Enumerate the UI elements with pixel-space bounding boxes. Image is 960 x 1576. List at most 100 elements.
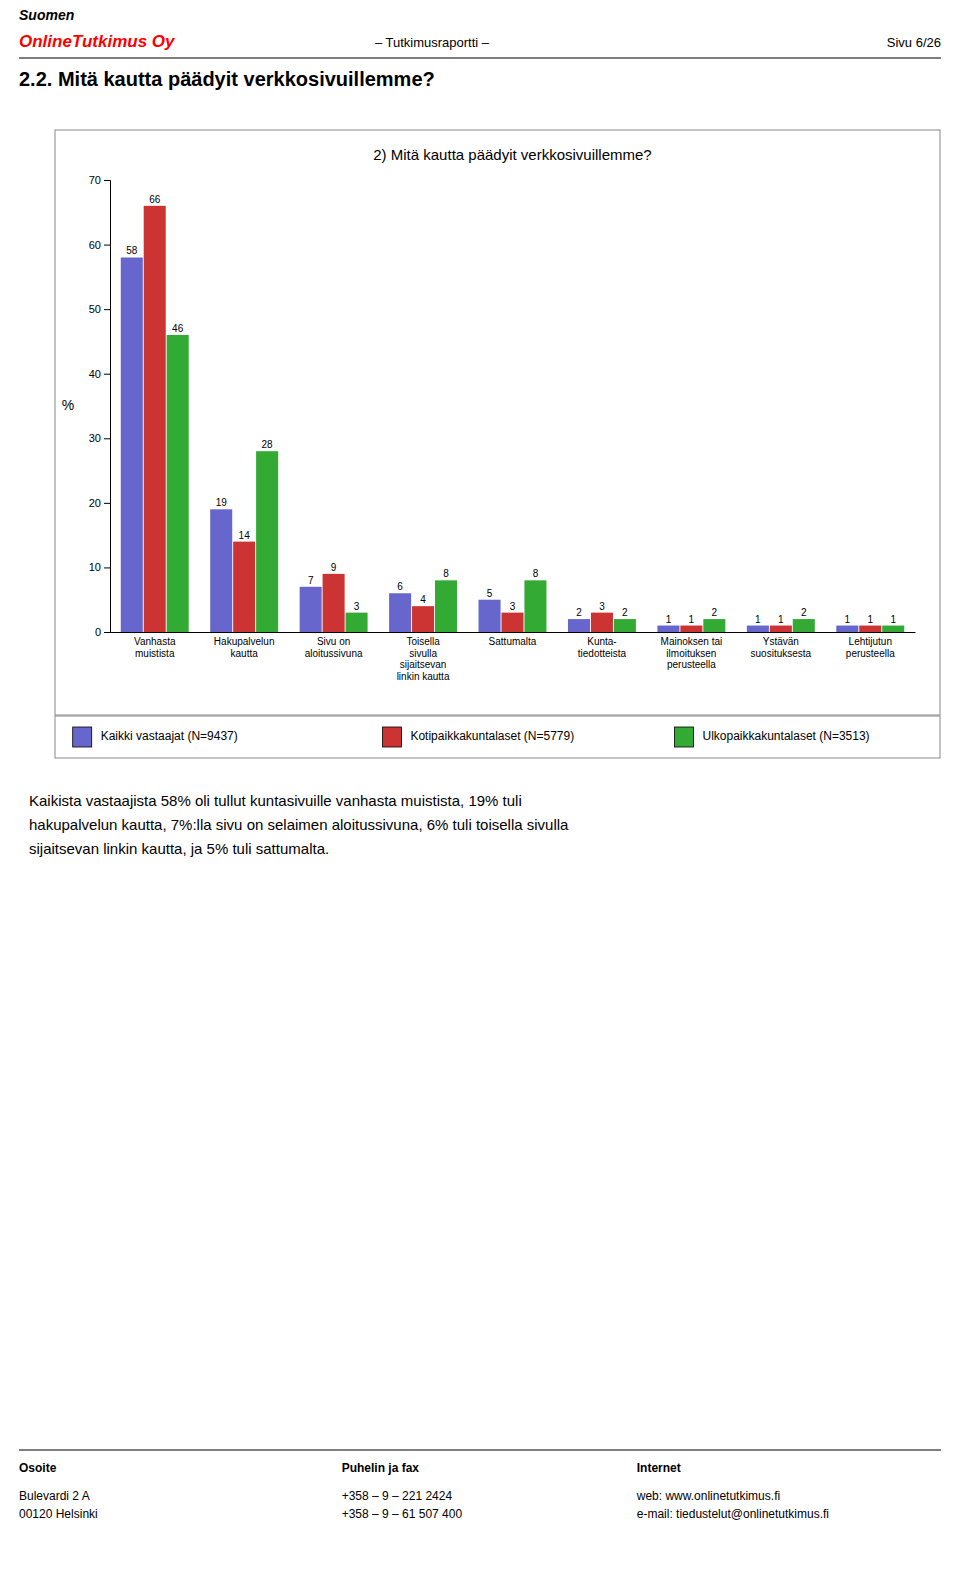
x-tick-label-line: Lehtijutun xyxy=(849,636,892,647)
x-tick: Mainoksen taiilmoituksenperusteella xyxy=(661,632,723,670)
x-tick-label-line: kautta xyxy=(231,648,259,659)
bar xyxy=(323,574,345,632)
footer-text-line: e-mail: tiedustelut@onlinetutkimus.fi xyxy=(637,1507,829,1521)
y-tick-mark xyxy=(104,180,110,181)
body-text-line: sijaitsevan linkin kautta, ja 5% tuli sa… xyxy=(29,840,329,857)
legend-item: Kaikki vastaajat (N=9437) xyxy=(73,727,238,747)
footer-text: Bulevardi 2 A00120 Helsinki xyxy=(19,1489,98,1521)
x-tick-label-line: aloitussivuna xyxy=(305,648,363,659)
bar xyxy=(680,626,702,632)
legend-swatch xyxy=(382,727,401,747)
x-tick-label-line: Sivu on xyxy=(317,636,350,647)
bar xyxy=(614,619,636,632)
body-text: Kaikista vastaajista 58% oli tullut kunt… xyxy=(29,792,569,857)
data-label: 1 xyxy=(867,614,873,625)
x-axis: VanhastamuististaHakupalvelunkauttaSivu … xyxy=(111,632,916,682)
x-tick-label-line: sivulla xyxy=(409,648,437,659)
x-tick-label-line: tiedotteista xyxy=(578,648,627,659)
data-label: 58 xyxy=(126,245,138,256)
bar xyxy=(346,613,368,632)
data-label: 3 xyxy=(354,601,360,612)
x-tick: Sivu onaloitussivuna xyxy=(305,632,363,659)
data-label: 6 xyxy=(397,581,403,592)
footer-text: web: www.onlinetutkimus.fie-mail: tiedus… xyxy=(636,1489,829,1521)
y-tick-mark xyxy=(104,438,110,439)
y-tick: 10 xyxy=(89,561,110,573)
bar xyxy=(233,542,255,632)
bar xyxy=(591,613,613,632)
bar xyxy=(121,257,143,632)
header-company: Suomen xyxy=(19,7,74,23)
x-tick: Vanhastamuistista xyxy=(134,632,176,659)
footer-title: Osoite xyxy=(19,1461,57,1475)
y-tick: 70 xyxy=(89,174,110,186)
bar xyxy=(747,626,769,632)
data-label: 2 xyxy=(801,607,807,618)
data-label: 3 xyxy=(599,601,605,612)
x-tick-label: Sattumalta xyxy=(489,636,537,647)
x-tick: Toisellasivullasijaitsevanlinkin kautta xyxy=(397,632,450,682)
bar xyxy=(389,593,411,632)
y-axis-line xyxy=(104,181,111,633)
header-brand: OnlineTutkimus Oy xyxy=(19,32,176,51)
bars xyxy=(121,206,904,632)
y-tick-mark xyxy=(104,503,110,504)
y-tick: 60 xyxy=(89,239,110,251)
data-label: 2 xyxy=(576,607,582,618)
x-tick-label-line: Sattumalta xyxy=(489,636,537,647)
y-tick: 20 xyxy=(89,497,110,509)
legend-label: Ulkopaikkakuntalaset (N=3513) xyxy=(703,729,870,743)
x-tick-label: Sivu onaloitussivuna xyxy=(305,636,363,659)
bar xyxy=(300,587,322,632)
data-label: 1 xyxy=(845,614,851,625)
data-label: 66 xyxy=(149,194,161,205)
data-label: 8 xyxy=(533,568,539,579)
header-rule xyxy=(19,57,941,58)
y-tick-label: 70 xyxy=(89,174,101,186)
x-tick: Ystävänsuosituksesta xyxy=(751,632,812,659)
header-center: – Tutkimusraportti – xyxy=(375,35,490,50)
data-label: 46 xyxy=(172,323,184,334)
footer-rule xyxy=(19,1450,941,1451)
data-label: 2 xyxy=(712,607,718,618)
bar xyxy=(501,613,523,632)
y-tick-mark xyxy=(104,374,110,375)
data-label: 14 xyxy=(239,530,251,541)
data-labels: 581976521116614943311146283882221 xyxy=(126,194,896,625)
y-tick-label: 30 xyxy=(89,432,101,444)
y-tick: 0 xyxy=(95,626,110,638)
bar xyxy=(657,626,679,632)
y-axis-label: % xyxy=(62,397,74,413)
bar xyxy=(144,206,166,632)
bar xyxy=(568,619,590,632)
bar xyxy=(167,335,189,632)
x-tick-label: Ystävänsuosituksesta xyxy=(751,636,812,659)
y-tick-mark xyxy=(104,567,110,568)
x-tick-label-line: perusteella xyxy=(846,648,895,659)
bar xyxy=(836,626,858,632)
data-label: 9 xyxy=(331,562,337,573)
legend-label: Kaikki vastaajat (N=9437) xyxy=(101,729,238,743)
x-tick: Sattumalta xyxy=(489,632,537,647)
x-tick-label-line: Vanhasta xyxy=(134,636,176,647)
footer-text-line: +358 – 9 – 221 2424 xyxy=(342,1489,453,1503)
data-label: 1 xyxy=(890,614,896,625)
x-tick-label-line: perusteella xyxy=(667,659,716,670)
bar xyxy=(256,451,278,632)
y-tick-mark xyxy=(104,309,110,310)
y-axis: 010203040506070 xyxy=(89,174,111,638)
header: Suomen OnlineTutkimus Oy – Tutkimusraportt… xyxy=(19,7,941,58)
header-right: Sivu 6/26 xyxy=(887,35,941,50)
bar xyxy=(882,626,904,632)
data-label: 4 xyxy=(420,594,426,605)
data-label: 1 xyxy=(755,614,761,625)
x-tick-label-line: Toisella xyxy=(406,636,440,647)
x-tick-label: Vanhastamuistista xyxy=(134,636,176,659)
bar xyxy=(770,626,792,632)
x-tick-label-line: sijaitsevan xyxy=(400,659,447,670)
data-label: 8 xyxy=(443,568,449,579)
bar-series xyxy=(121,257,859,632)
y-tick-label: 0 xyxy=(95,626,101,638)
footer-title: Puhelin ja fax xyxy=(342,1461,420,1475)
x-tick-label-line: ilmoituksen xyxy=(666,648,716,659)
